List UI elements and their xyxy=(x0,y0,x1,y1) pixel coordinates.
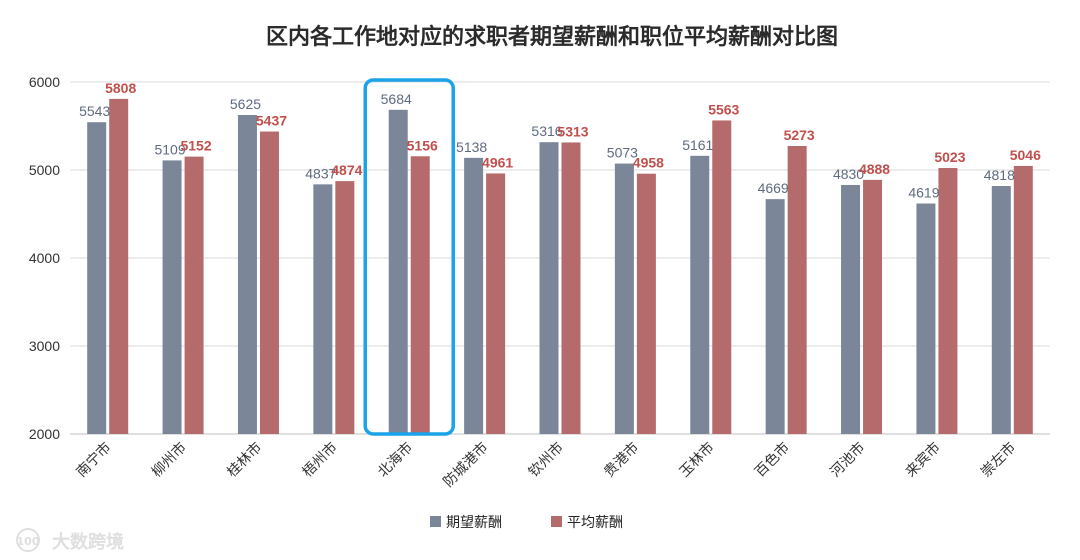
data-label-expected: 4669 xyxy=(758,180,789,196)
legend: 期望薪酬 平均薪酬 xyxy=(430,515,623,531)
x-tick-label: 河池市 xyxy=(827,439,869,481)
bar-expected xyxy=(87,122,107,434)
data-label-average: 5437 xyxy=(256,113,287,129)
data-label-expected: 5625 xyxy=(230,96,261,112)
x-tick-label: 南宁市 xyxy=(73,439,115,481)
x-tick-label: 桂林市 xyxy=(224,439,266,481)
x-tick-label: 崇左市 xyxy=(977,439,1019,481)
y-tick-label: 2000 xyxy=(29,426,60,442)
bars xyxy=(87,98,1033,435)
bar-average xyxy=(184,156,204,434)
data-label-average: 4888 xyxy=(859,161,890,177)
bar-average xyxy=(335,181,355,434)
x-tick-label: 贵港市 xyxy=(600,439,642,481)
bar-average xyxy=(109,98,129,435)
bar-expected xyxy=(841,184,861,434)
bar-average xyxy=(561,142,581,434)
highlight-group xyxy=(363,78,455,436)
data-label-average: 5046 xyxy=(1010,147,1041,163)
bar-expected xyxy=(539,142,559,434)
legend-swatch xyxy=(430,516,441,527)
x-tick-label: 北海市 xyxy=(374,439,416,481)
legend-label: 期望薪酬 xyxy=(446,515,502,531)
data-label-average: 5313 xyxy=(557,123,588,139)
data-label-expected: 5543 xyxy=(79,103,110,119)
data-label-average: 5023 xyxy=(934,149,965,165)
bar-average xyxy=(486,173,506,434)
y-tick-label: 4000 xyxy=(29,250,60,266)
data-label-average: 5563 xyxy=(708,101,739,117)
watermark-text: 大数跨境 xyxy=(52,531,124,553)
bar-average xyxy=(863,179,883,434)
bar-expected xyxy=(388,109,408,435)
bar-expected xyxy=(765,199,785,434)
bar-average xyxy=(787,145,807,434)
data-label-expected: 5138 xyxy=(456,139,487,155)
bar-expected xyxy=(690,155,710,434)
data-label-average: 5273 xyxy=(784,127,815,143)
y-tick-label: 3000 xyxy=(29,338,60,354)
watermark-logo-text: 100 xyxy=(17,535,40,548)
data-label-average: 4874 xyxy=(331,162,362,178)
legend-swatch xyxy=(551,516,562,527)
x-tick-label: 防城港市 xyxy=(440,439,492,491)
watermark: 100 大数跨境 xyxy=(16,528,124,553)
bar-expected xyxy=(916,203,936,434)
watermark-logo-icon xyxy=(16,528,40,552)
x-tick-label: 百色市 xyxy=(751,439,793,481)
data-label-expected: 5073 xyxy=(607,145,638,161)
x-tick-label: 来宾市 xyxy=(902,439,944,481)
data-label-average: 5156 xyxy=(407,137,438,153)
data-label-expected: 4830 xyxy=(833,166,864,182)
data-label-average: 5152 xyxy=(180,138,211,154)
highlight-box xyxy=(363,78,455,436)
data-label-expected: 4837 xyxy=(305,165,336,181)
data-label-average: 4961 xyxy=(482,154,513,170)
bar-average xyxy=(636,173,656,435)
data-label-expected: 5684 xyxy=(381,91,412,107)
x-axis: 南宁市 柳州市 桂林市 梧州市 北海市 防城港市 钦州市 贵港市 玉林市 百色市 河池市 来宾市 崇左市 xyxy=(73,439,1019,491)
grid: 2000 3000 4000 5000 6000 xyxy=(29,74,1050,442)
bar-average xyxy=(1013,165,1033,434)
bar-expected xyxy=(313,184,333,434)
bar-expected xyxy=(237,115,257,434)
bar-expected xyxy=(162,160,182,434)
y-tick-label: 5000 xyxy=(29,162,60,178)
bar-average xyxy=(259,131,279,434)
legend-label: 平均薪酬 xyxy=(567,515,623,531)
data-label-expected: 5161 xyxy=(682,137,713,153)
data-label-expected: 5316 xyxy=(531,123,562,139)
x-tick-label: 柳州市 xyxy=(148,439,190,481)
bar-average xyxy=(712,120,732,435)
bar-expected xyxy=(991,186,1011,434)
chart-title: 区内各工作地对应的求职者期望薪酬和职位平均薪酬对比图 xyxy=(266,24,838,50)
data-label-expected: 4818 xyxy=(984,167,1015,183)
bar-average xyxy=(938,167,958,434)
bar-average xyxy=(410,156,430,434)
data-label-average: 4958 xyxy=(633,155,664,171)
data-label-average: 5808 xyxy=(105,80,136,96)
bar-expected xyxy=(464,157,484,434)
x-tick-label: 钦州市 xyxy=(525,439,567,481)
data-label-expected: 4619 xyxy=(908,185,939,201)
bar-expected xyxy=(614,163,634,435)
y-tick-label: 6000 xyxy=(29,74,60,90)
x-tick-label: 玉林市 xyxy=(676,439,718,481)
data-label-expected: 5109 xyxy=(154,141,185,157)
x-tick-label: 梧州市 xyxy=(299,439,341,481)
